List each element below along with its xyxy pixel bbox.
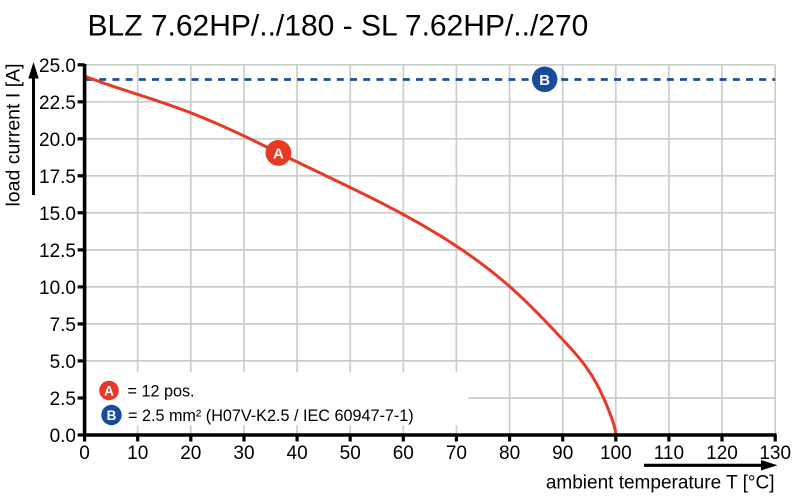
svg-text:12.5: 12.5 bbox=[39, 241, 76, 262]
svg-text:130: 130 bbox=[759, 443, 791, 464]
svg-text:20: 20 bbox=[180, 443, 201, 464]
svg-text:110: 110 bbox=[654, 443, 684, 464]
svg-text:15.0: 15.0 bbox=[39, 204, 76, 225]
svg-text:80: 80 bbox=[499, 443, 520, 464]
svg-text:10: 10 bbox=[127, 443, 148, 464]
svg-text:A: A bbox=[273, 145, 284, 162]
svg-text:20.0: 20.0 bbox=[39, 130, 76, 151]
svg-text:7.5: 7.5 bbox=[50, 315, 76, 336]
svg-text:0: 0 bbox=[79, 443, 90, 464]
svg-text:10.0: 10.0 bbox=[39, 278, 76, 299]
svg-text:17.5: 17.5 bbox=[39, 167, 76, 188]
svg-text:B: B bbox=[107, 408, 117, 423]
svg-text:120: 120 bbox=[706, 443, 738, 464]
svg-text:22.5: 22.5 bbox=[39, 93, 76, 114]
svg-text:40: 40 bbox=[287, 443, 308, 464]
svg-text:70: 70 bbox=[446, 443, 467, 464]
svg-text:90: 90 bbox=[552, 443, 573, 464]
svg-text:= 12 pos.: = 12 pos. bbox=[128, 382, 195, 400]
svg-text:30: 30 bbox=[233, 443, 254, 464]
svg-text:B: B bbox=[539, 72, 550, 89]
svg-text:0.0: 0.0 bbox=[50, 426, 76, 447]
svg-text:100: 100 bbox=[600, 443, 632, 464]
svg-text:25.0: 25.0 bbox=[39, 56, 76, 77]
svg-text:5.0: 5.0 bbox=[50, 352, 76, 373]
svg-text:50: 50 bbox=[340, 443, 361, 464]
svg-text:ambient temperature T [°C]: ambient temperature T [°C] bbox=[546, 473, 775, 494]
svg-text:= 2.5 mm² (H07V-K2.5 / IEC 609: = 2.5 mm² (H07V-K2.5 / IEC 60947-7-1) bbox=[128, 407, 414, 425]
svg-text:A: A bbox=[104, 383, 114, 398]
svg-text:load current I [A]: load current I [A] bbox=[3, 63, 25, 206]
svg-text:BLZ 7.62HP/../180 - SL 7.62HP/: BLZ 7.62HP/../180 - SL 7.62HP/../270 bbox=[88, 9, 589, 42]
svg-text:2.5: 2.5 bbox=[50, 389, 76, 410]
svg-text:60: 60 bbox=[393, 443, 414, 464]
